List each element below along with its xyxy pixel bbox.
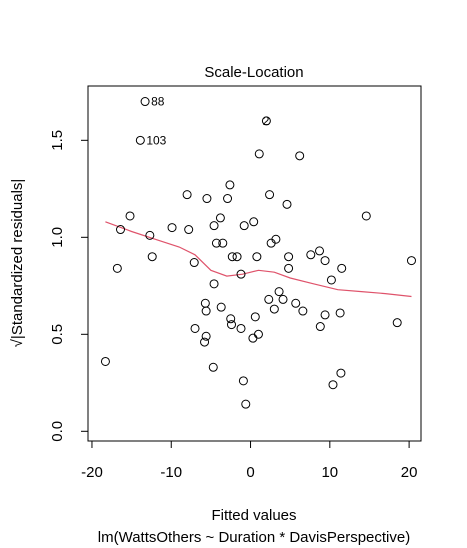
data-point xyxy=(282,199,292,209)
data-point xyxy=(361,211,371,221)
data-point xyxy=(200,337,210,347)
data-point xyxy=(335,308,345,318)
point-label: 103 xyxy=(146,133,166,147)
data-point xyxy=(226,314,236,324)
x-axis-label: Fitted values xyxy=(211,507,296,524)
data-point xyxy=(223,194,233,204)
data-point xyxy=(201,306,211,316)
data-point xyxy=(167,223,177,233)
data-point xyxy=(215,213,225,223)
data-point xyxy=(337,263,347,273)
data-point xyxy=(184,225,194,235)
data-point xyxy=(209,279,219,289)
y-axis-label: √|Standardized residuals| xyxy=(9,179,26,348)
data-point xyxy=(252,252,262,262)
data-point xyxy=(320,256,330,266)
data-point xyxy=(218,238,228,248)
data-point xyxy=(238,376,248,386)
point-label: 88 xyxy=(151,95,165,109)
data-point xyxy=(274,287,284,297)
data-point xyxy=(261,116,271,126)
data-point xyxy=(271,234,281,244)
data-point xyxy=(239,221,249,231)
x-axis: -20 -10 0 10 20 xyxy=(81,440,418,481)
data-point xyxy=(209,221,219,231)
chart-title: Scale-Location xyxy=(204,64,303,81)
data-point xyxy=(227,252,237,262)
data-point xyxy=(100,356,110,366)
y-tick-label: 0.0 xyxy=(49,421,66,442)
point-label: 2 xyxy=(263,114,270,128)
data-point xyxy=(227,320,237,330)
data-point xyxy=(201,331,211,341)
data-point xyxy=(225,180,235,190)
data-point xyxy=(236,323,246,333)
data-point xyxy=(315,246,325,256)
data-point xyxy=(216,302,226,312)
data-point xyxy=(284,252,294,262)
data-point xyxy=(112,263,122,273)
data-point xyxy=(208,362,218,372)
data-point xyxy=(278,294,288,304)
data-point xyxy=(189,258,199,268)
data-point xyxy=(269,304,279,314)
data-point xyxy=(392,318,402,328)
data-point xyxy=(249,217,259,227)
data-point xyxy=(125,211,135,221)
data-point xyxy=(211,238,221,248)
data-point xyxy=(328,380,338,390)
y-tick-label: 1.5 xyxy=(49,130,66,151)
data-point xyxy=(200,298,210,308)
data-point xyxy=(202,194,212,204)
x-tick-label: 0 xyxy=(246,464,254,481)
data-point xyxy=(315,322,325,332)
model-formula-label: lm(WattsOthers ~ Duration * DavisPerspec… xyxy=(98,529,410,546)
data-point xyxy=(248,333,258,343)
data-point xyxy=(147,252,157,262)
data-point xyxy=(320,310,330,320)
data-point xyxy=(326,275,336,285)
data-point xyxy=(291,298,301,308)
data-point xyxy=(241,399,251,409)
data-point xyxy=(284,263,294,273)
data-point xyxy=(116,225,126,235)
x-tick-label: 20 xyxy=(401,464,418,481)
data-points: 88 103 2 xyxy=(100,95,416,409)
y-axis: 0.0 0.5 1.0 1.5 xyxy=(49,130,89,442)
x-tick-label: -20 xyxy=(81,464,103,481)
data-point xyxy=(265,190,275,200)
x-tick-label: -10 xyxy=(160,464,182,481)
y-tick-label: 1.0 xyxy=(49,227,66,248)
data-point xyxy=(140,97,150,107)
data-point xyxy=(145,230,155,240)
data-point xyxy=(295,151,305,161)
data-point xyxy=(232,252,242,262)
data-point xyxy=(253,329,263,339)
plot-frame xyxy=(87,85,422,442)
data-point xyxy=(250,312,260,322)
data-point xyxy=(298,306,308,316)
data-point xyxy=(135,135,145,145)
data-point xyxy=(190,323,200,333)
data-point xyxy=(236,269,246,279)
data-point xyxy=(254,149,264,159)
data-point xyxy=(182,190,192,200)
smoother-line xyxy=(105,221,412,298)
data-point xyxy=(336,368,346,378)
data-point xyxy=(264,294,274,304)
x-tick-label: 10 xyxy=(321,464,338,481)
data-point xyxy=(406,256,416,266)
y-tick-label: 0.5 xyxy=(49,324,66,345)
data-point xyxy=(306,250,316,260)
